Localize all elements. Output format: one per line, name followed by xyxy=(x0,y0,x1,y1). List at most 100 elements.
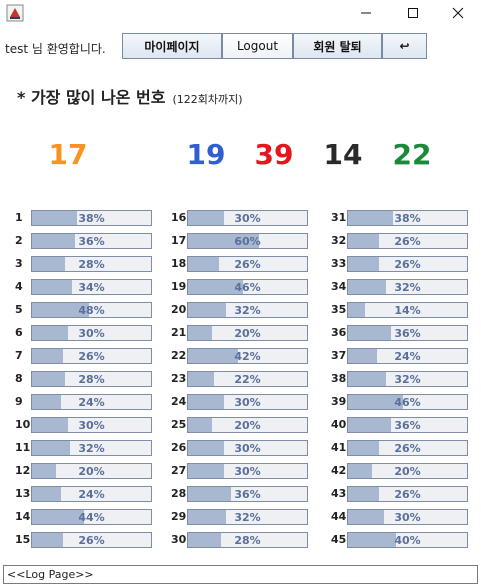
stat-number: 15 xyxy=(15,533,31,546)
java-app-icon xyxy=(6,4,24,22)
frequency-progress-bar: 46% xyxy=(347,394,468,410)
frequency-progress-bar: 26% xyxy=(187,256,308,272)
frequency-progress-bar: 60% xyxy=(187,233,308,249)
withdraw-button[interactable]: 회원 탈퇴 xyxy=(293,33,382,59)
stat-number: 28 xyxy=(171,487,187,500)
progress-fill xyxy=(348,510,384,524)
progress-percent-label: 30% xyxy=(234,212,261,225)
stat-number: 12 xyxy=(15,464,31,477)
progress-percent-label: 36% xyxy=(78,235,105,248)
progress-fill xyxy=(348,326,391,340)
stat-row: 19 46% xyxy=(171,279,311,295)
stat-row: 42 20% xyxy=(331,463,471,479)
stat-number: 7 xyxy=(15,349,23,362)
stat-row: 4 34% xyxy=(15,279,155,295)
progress-percent-label: 26% xyxy=(394,258,421,271)
stat-number: 30 xyxy=(171,533,187,546)
progress-percent-label: 48% xyxy=(78,304,105,317)
stat-number: 3 xyxy=(15,257,23,270)
minimize-icon[interactable] xyxy=(343,0,389,26)
progress-percent-label: 46% xyxy=(394,396,421,409)
progress-fill xyxy=(32,395,61,409)
stat-number: 22 xyxy=(171,349,187,362)
frequency-progress-bar: 20% xyxy=(31,463,152,479)
progress-fill xyxy=(32,487,61,501)
stat-row: 21 20% xyxy=(171,325,311,341)
progress-percent-label: 32% xyxy=(394,281,421,294)
stat-number: 17 xyxy=(171,234,187,247)
progress-percent-label: 38% xyxy=(394,212,421,225)
frequency-progress-bar: 32% xyxy=(31,440,152,456)
frequency-progress-bar: 30% xyxy=(187,440,308,456)
progress-fill xyxy=(348,395,403,409)
stat-row: 2 36% xyxy=(15,233,155,249)
stat-row: 22 42% xyxy=(171,348,311,364)
frequency-progress-bar: 36% xyxy=(347,325,468,341)
stat-number: 32 xyxy=(331,234,347,247)
frequency-progress-bar: 30% xyxy=(187,394,308,410)
stat-number: 26 xyxy=(171,441,187,454)
progress-fill xyxy=(188,211,224,225)
progress-fill xyxy=(348,464,372,478)
stat-number: 40 xyxy=(331,418,347,431)
progress-percent-label: 14% xyxy=(394,304,421,317)
progress-fill xyxy=(348,257,379,271)
progress-percent-label: 22% xyxy=(234,373,261,386)
frequency-progress-bar: 26% xyxy=(347,233,468,249)
stat-number: 42 xyxy=(331,464,347,477)
progress-fill xyxy=(32,211,78,225)
progress-percent-label: 20% xyxy=(234,419,261,432)
progress-fill xyxy=(32,280,73,294)
frequency-progress-bar: 44% xyxy=(31,509,152,525)
back-button[interactable]: ↩ xyxy=(382,33,427,59)
mypage-button[interactable]: 마이페이지 xyxy=(122,33,222,59)
progress-fill xyxy=(188,234,260,248)
progress-fill xyxy=(32,510,85,524)
stat-number: 44 xyxy=(331,510,347,523)
frequency-progress-bar: 20% xyxy=(187,325,308,341)
progress-fill xyxy=(188,280,243,294)
stat-row: 30 28% xyxy=(171,532,311,548)
stat-row: 25 20% xyxy=(171,417,311,433)
maximize-icon[interactable] xyxy=(390,0,436,26)
progress-fill xyxy=(348,487,379,501)
progress-percent-label: 26% xyxy=(78,350,105,363)
frequency-progress-bar: 40% xyxy=(347,532,468,548)
stat-number: 43 xyxy=(331,487,347,500)
stat-row: 29 32% xyxy=(171,509,311,525)
progress-fill xyxy=(32,303,90,317)
frequency-progress-bar: 30% xyxy=(31,417,152,433)
frequency-progress-bar: 14% xyxy=(347,302,468,318)
progress-percent-label: 34% xyxy=(78,281,105,294)
progress-percent-label: 26% xyxy=(78,534,105,547)
stat-row: 37 24% xyxy=(331,348,471,364)
top-number: 14 xyxy=(323,138,363,171)
progress-percent-label: 24% xyxy=(78,488,105,501)
stat-number: 10 xyxy=(15,418,31,431)
frequency-progress-bar: 26% xyxy=(347,440,468,456)
progress-percent-label: 30% xyxy=(234,396,261,409)
progress-percent-label: 26% xyxy=(394,488,421,501)
progress-fill xyxy=(32,441,71,455)
frequency-progress-bar: 28% xyxy=(31,371,152,387)
stat-number: 41 xyxy=(331,441,347,454)
frequency-progress-bar: 38% xyxy=(31,210,152,226)
stat-row: 14 44% xyxy=(15,509,155,525)
logout-button[interactable]: Logout xyxy=(222,33,293,59)
progress-percent-label: 44% xyxy=(78,511,105,524)
close-icon[interactable] xyxy=(435,0,481,26)
stat-number: 25 xyxy=(171,418,187,431)
log-field[interactable]: <<Log Page>> xyxy=(3,565,478,584)
frequency-progress-bar: 30% xyxy=(347,509,468,525)
progress-fill xyxy=(188,395,224,409)
frequency-progress-bar: 26% xyxy=(31,532,152,548)
stat-row: 18 26% xyxy=(171,256,311,272)
stat-row: 31 38% xyxy=(331,210,471,226)
progress-percent-label: 28% xyxy=(234,534,261,547)
progress-percent-label: 26% xyxy=(394,235,421,248)
stat-number: 20 xyxy=(171,303,187,316)
progress-percent-label: 42% xyxy=(234,350,261,363)
stat-number: 11 xyxy=(15,441,31,454)
stat-number: 23 xyxy=(171,372,187,385)
frequency-progress-bar: 46% xyxy=(187,279,308,295)
